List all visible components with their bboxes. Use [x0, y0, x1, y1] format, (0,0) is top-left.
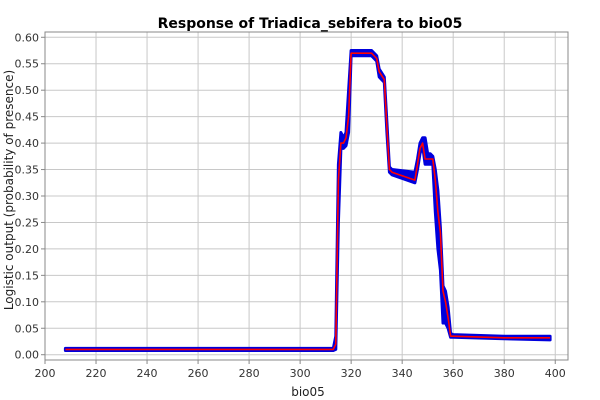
x-tick-label: 360 [443, 367, 464, 380]
plot-frame [44, 31, 569, 361]
x-tick-label: 340 [392, 367, 413, 380]
y-tick-label: 0.40 [15, 137, 40, 150]
y-tick-label: 0.55 [15, 58, 40, 71]
y-tick-label: 0.45 [15, 111, 40, 124]
x-tick-label: 240 [137, 367, 158, 380]
axes [41, 31, 569, 364]
series-layer [65, 52, 551, 351]
y-tick-label: 0.30 [15, 190, 40, 203]
y-tick-label: 0.20 [15, 243, 40, 256]
y-tick-label: 0.50 [15, 84, 40, 97]
y-axis-label: Logistic output (probability of presence… [2, 70, 16, 310]
y-tick-label: 0.25 [15, 216, 40, 229]
x-tick-label: 320 [341, 367, 362, 380]
x-tick-label: 400 [545, 367, 566, 380]
x-tick-label: 260 [188, 367, 209, 380]
y-tick-label: 0.00 [15, 349, 40, 362]
y-tick-label: 0.15 [15, 269, 40, 282]
x-tick-label: 200 [35, 367, 56, 380]
x-tick-label: 280 [239, 367, 260, 380]
x-tick-label: 380 [494, 367, 515, 380]
x-tick-label: 300 [290, 367, 311, 380]
grid [44, 32, 568, 360]
y-tick-label: 0.35 [15, 164, 40, 177]
x-axis-label: bio05 [291, 385, 325, 399]
series-line [65, 52, 551, 351]
x-tick-label: 220 [86, 367, 107, 380]
chart-title: Response of Triadica_sebifera to bio05 [158, 16, 463, 32]
tick-labels: 200 220 240 260 280 300 320 340 360 380 400 0.00 0.0… [15, 31, 566, 380]
y-tick-label: 0.60 [15, 31, 40, 44]
y-tick-label: 0.10 [15, 296, 40, 309]
y-tick-label: 0.05 [15, 322, 40, 335]
